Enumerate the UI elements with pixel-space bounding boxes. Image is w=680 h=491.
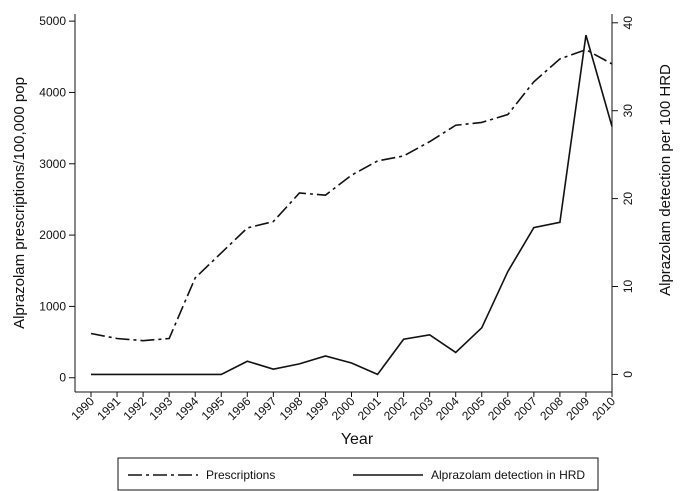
x-tick-label: 1996: [225, 394, 254, 423]
x-tick-label: 2008: [537, 394, 566, 423]
legend-label: Prescriptions: [206, 468, 275, 482]
x-tick-label: 2010: [589, 394, 618, 423]
x-tick-label: 2001: [355, 394, 384, 423]
y2-tick-label: 40: [621, 16, 635, 30]
x-tick-label: 1991: [94, 394, 123, 423]
y-tick-label: 2000: [39, 228, 66, 242]
y-axis-title: Alprazolam prescriptions/100,000 pop: [11, 77, 28, 329]
y-tick-label: 3000: [39, 157, 66, 171]
x-tick-label: 1998: [277, 394, 306, 423]
x-tick-label: 1990: [68, 394, 97, 423]
x-tick-label: 2002: [381, 394, 410, 423]
y-tick-label: 0: [59, 371, 66, 385]
series-line: [91, 34, 613, 376]
x-tick-label: 1999: [303, 394, 332, 423]
series-line: [90, 48, 613, 342]
x-tick-label: 2009: [563, 394, 592, 423]
x-tick-label: 2005: [459, 394, 488, 423]
x-tick-label: 1994: [173, 394, 202, 423]
x-tick-label: 2006: [485, 394, 514, 423]
x-tick-label: 2004: [433, 394, 462, 423]
y-tick-label: 5000: [39, 14, 66, 28]
x-tick-label: 2000: [329, 394, 358, 423]
x-tick-label: 1993: [146, 394, 175, 423]
x-axis-title: Year: [341, 431, 374, 448]
y2-tick-label: 10: [621, 280, 635, 294]
y2-tick-label: 0: [621, 371, 635, 378]
legend-label: Alprazolam detection in HRD: [431, 468, 585, 482]
x-tick-label: 2003: [407, 394, 436, 423]
x-tick-label: 1997: [251, 394, 280, 423]
y-tick-label: 1000: [39, 299, 66, 313]
y2-tick-label: 20: [621, 192, 635, 206]
legend-box: [117, 457, 599, 491]
x-tick-label: 2007: [511, 394, 540, 423]
y2-tick-label: 30: [621, 104, 635, 118]
y2-axis-title: Alprazolam detection per 100 HRD: [657, 64, 674, 296]
x-tick-label: 1992: [120, 394, 149, 423]
y-tick-label: 4000: [39, 85, 66, 99]
x-tick-label: 1995: [199, 394, 228, 423]
